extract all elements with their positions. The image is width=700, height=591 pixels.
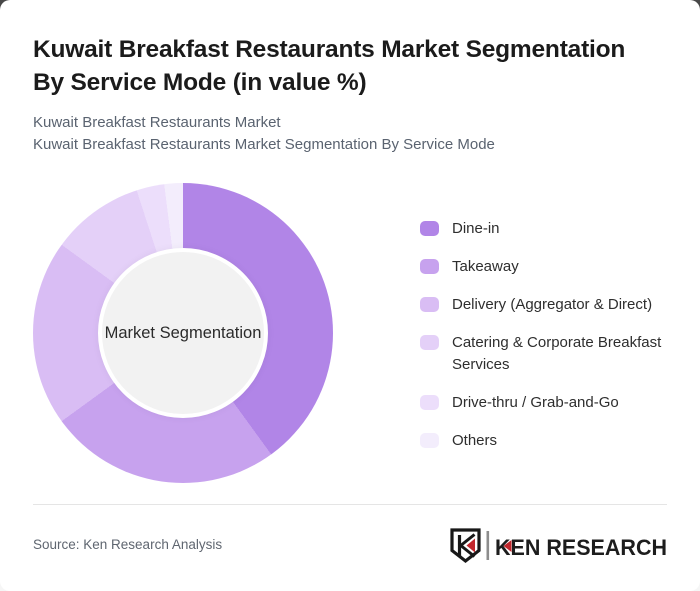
donut-center-label: Market Segmentation (104, 323, 262, 342)
logo-wordmark-triangle-icon (503, 540, 512, 552)
donut-center: Market Segmentation (98, 248, 268, 418)
footer-divider (33, 504, 667, 505)
subtitle: Kuwait Breakfast Restaurants Market Kuwa… (33, 112, 673, 156)
donut-chart: Market Segmentation (33, 183, 333, 483)
logo-wordmark: KEN RESEARCH (495, 535, 667, 560)
legend-swatch-icon (420, 433, 439, 448)
logo-separator (486, 531, 490, 560)
subtitle-line-1: Kuwait Breakfast Restaurants Market (33, 114, 281, 131)
legend-label: Dine-in (452, 220, 500, 237)
ken-research-logo: KEN RESEARCH (450, 528, 667, 564)
legend-item: Catering & Corporate Breakfast Services (420, 332, 676, 376)
chart-legend: Dine-in Takeaway Delivery (Aggregator & Di… (420, 218, 676, 468)
legend-swatch-icon (420, 297, 439, 312)
legend-swatch-icon (420, 335, 439, 350)
legend-swatch-icon (420, 395, 439, 410)
page-title-line-1: Kuwait Breakfast Restaurants Market Segm… (33, 36, 626, 63)
legend-swatch-icon (420, 259, 439, 274)
page-title: Kuwait Breakfast Restaurants Market Segm… (33, 33, 673, 99)
legend-label: Drive-thru / Grab-and-Go (452, 394, 619, 411)
legend-label: Others (452, 432, 498, 449)
legend-swatch-icon (420, 221, 439, 236)
source-text: Source: Ken Research Analysis (33, 537, 223, 552)
legend-item: Takeaway (420, 256, 676, 278)
legend-item: Drive-thru / Grab-and-Go (420, 392, 676, 414)
legend-label: Takeaway (452, 258, 519, 275)
subtitle-line-2: Kuwait Breakfast Restaurants Market Segm… (33, 136, 495, 153)
logo-shield-icon (450, 528, 481, 564)
legend-item: Delivery (Aggregator & Direct) (420, 294, 676, 316)
legend-label: Delivery (Aggregator & Direct) (452, 296, 653, 313)
page-title-line-2: By Service Mode (in value %) (33, 69, 367, 96)
legend-item: Dine-in (420, 218, 676, 240)
legend-label: Catering & Corporate Breakfast Services (452, 334, 662, 373)
legend-item: Others (420, 430, 676, 452)
